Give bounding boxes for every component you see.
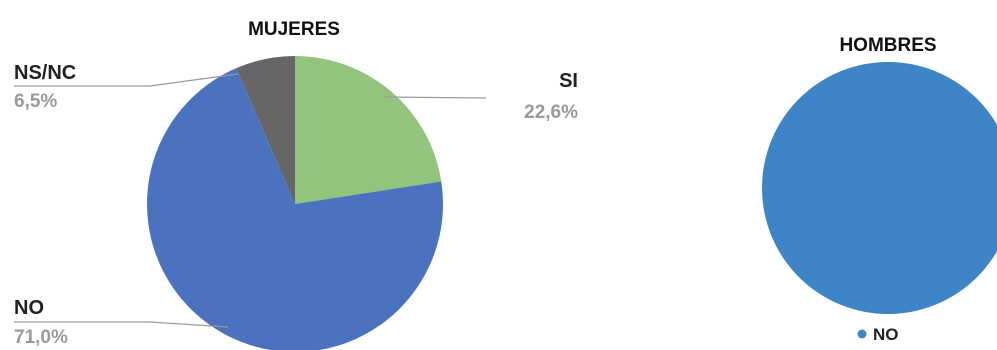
hombres-title: HOMBRES — [839, 35, 936, 56]
legend-marker-no — [857, 329, 867, 339]
slice-label-nsnc: NS/NC — [14, 62, 76, 84]
hombres-chart: HOMBRES NO — [762, 35, 997, 344]
hombres-slices — [762, 62, 997, 314]
leader-line-si — [384, 96, 487, 99]
mujeres-chart: MUJERES SI 22,6% NS/NC 6,5% NO 71,0% — [14, 19, 578, 350]
slice-label-si: SI — [559, 70, 578, 92]
mujeres-title: MUJERES — [248, 19, 340, 40]
pie-slice-no — [147, 68, 443, 350]
pie-slice-si — [295, 56, 442, 204]
slice-value-nsnc: 6,5% — [14, 91, 57, 112]
pie-slice-nsnc — [236, 56, 295, 204]
slice-value-si: 22,6% — [524, 102, 578, 123]
hombres-legend: NO — [857, 325, 899, 344]
slice-label-no: NO — [14, 297, 44, 319]
pie-slice-no — [762, 62, 997, 314]
legend-label-no: NO — [873, 325, 899, 344]
mujeres-slices — [147, 56, 443, 350]
leader-line-nsnc — [14, 73, 239, 87]
slice-value-no: 71,0% — [14, 327, 68, 348]
leader-line-no — [14, 321, 229, 328]
